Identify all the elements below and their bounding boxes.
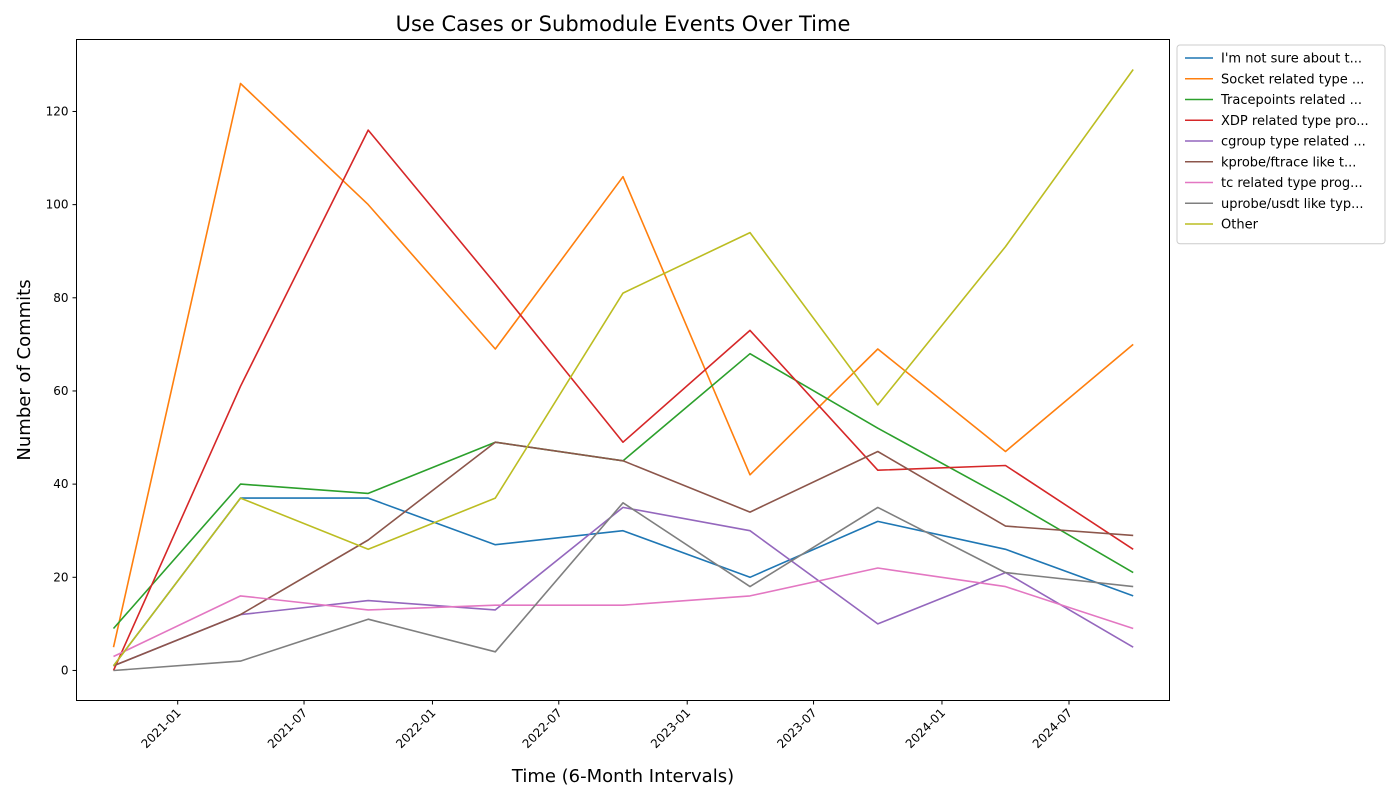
legend-label: uprobe/usdt like typ...	[1221, 197, 1364, 212]
x-tick-label: 2023-01	[648, 706, 693, 751]
legend-label: XDP related type pro...	[1221, 114, 1369, 129]
x-tick-label: 2022-01	[393, 706, 438, 751]
x-tick-label: 2021-01	[138, 706, 183, 751]
series-line-5	[113, 441, 1134, 667]
y-axis-ticks: 0 20 40 60 80 100 120	[46, 104, 77, 677]
series-line-0	[112, 497, 1134, 667]
x-tick-label: 2024-01	[903, 706, 948, 751]
series-line-1	[112, 82, 1134, 648]
series-line-2	[112, 352, 1134, 630]
legend-label: cgroup type related ...	[1221, 135, 1366, 150]
legend-label: kprobe/ftrace like t...	[1221, 155, 1356, 170]
legend-label: Tracepoints related ...	[1220, 93, 1362, 108]
y-tick-label: 100	[46, 198, 69, 212]
y-tick-label: 60	[53, 384, 68, 398]
y-tick-label: 120	[46, 104, 69, 118]
legend: I'm not sure about t... Socket related ty…	[1176, 44, 1386, 245]
x-axis-label: Time (6-Month Intervals)	[511, 766, 734, 787]
legend-label: Other	[1221, 218, 1259, 233]
series-line-3	[112, 129, 1134, 671]
legend-label: Socket related type ...	[1221, 72, 1364, 87]
legend-label: tc related type prog...	[1221, 176, 1363, 191]
x-tick-label: 2022-07	[520, 706, 565, 751]
x-tick-label: 2023-07	[774, 706, 819, 751]
y-tick-label: 80	[53, 291, 68, 305]
series-line-7	[113, 501, 1134, 672]
series-line-6	[113, 567, 1134, 658]
y-tick-label: 40	[53, 477, 68, 491]
x-tick-label: 2021-07	[265, 706, 310, 751]
series-line-8	[112, 69, 1134, 667]
x-axis-ticks: 2021-01 2021-07 2022-01 2022-07 2023-01 2023-…	[138, 700, 1075, 751]
plot-lines	[112, 69, 1134, 672]
y-tick-label: 20	[53, 570, 68, 584]
y-tick-label: 0	[61, 663, 69, 677]
x-tick-label: 2024-07	[1030, 706, 1075, 751]
legend-label: I'm not sure about t...	[1221, 52, 1362, 67]
chart-title: Use Cases or Submodule Events Over Time	[396, 12, 851, 36]
series-line-4	[113, 506, 1134, 667]
plot-frame	[76, 39, 1170, 701]
y-axis-label: Number of Commits	[14, 279, 35, 460]
legend-box	[1176, 44, 1386, 245]
